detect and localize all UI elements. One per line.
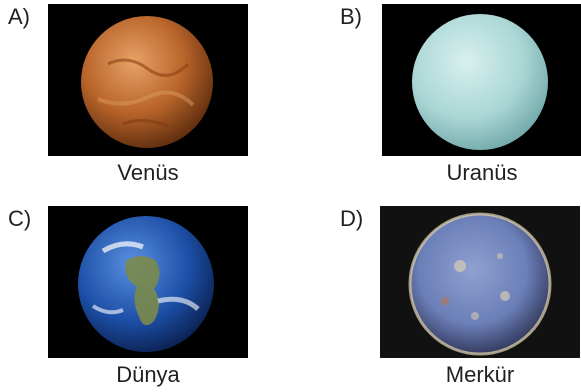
mercury-icon <box>380 206 580 358</box>
option-d-letter: D) <box>340 206 364 231</box>
uranus-photo <box>382 4 581 156</box>
option-d-caption: Merkür <box>445 362 515 387</box>
venus-icon <box>48 4 248 156</box>
earth-icon <box>48 206 248 358</box>
option-c-caption: Dünya <box>116 362 180 387</box>
earth-photo <box>48 206 248 358</box>
option-a-letter: A) <box>8 4 30 29</box>
option-b-letter: B) <box>340 4 362 29</box>
mercury-photo <box>380 206 580 358</box>
option-c-letter: C) <box>8 206 32 231</box>
option-b-caption: Uranüs <box>446 160 518 185</box>
venus-photo <box>48 4 248 156</box>
uranus-icon <box>382 4 581 156</box>
option-a-caption: Venüs <box>117 160 179 185</box>
